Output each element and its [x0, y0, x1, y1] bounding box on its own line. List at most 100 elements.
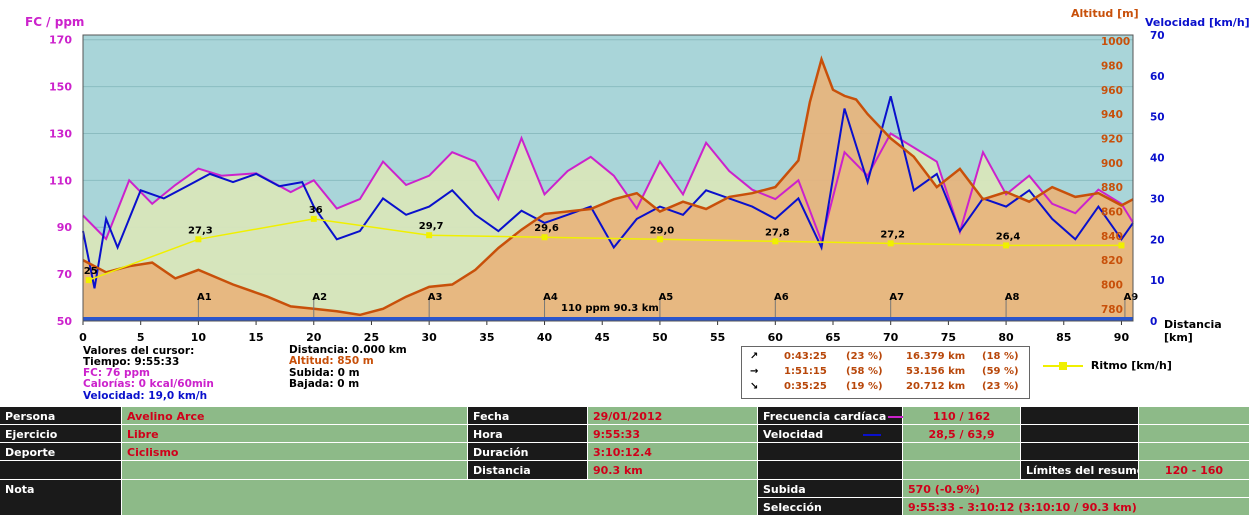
slope-row-down: ↘ 0:35:25 (19 %) 20.712 km (23 %) — [742, 379, 1029, 394]
ritmo-label: 29,0 — [650, 225, 675, 236]
hr-tick-label: 70 — [57, 268, 73, 281]
slope-dist-pct: (59 %) — [982, 366, 1019, 377]
fecha-key: Fecha — [468, 407, 588, 425]
ritmo-label: 27,2 — [880, 229, 905, 240]
arrow-down-icon: ↘ — [750, 381, 759, 392]
arrow-right-icon: → — [750, 366, 759, 377]
x-tick-label: 45 — [595, 331, 610, 344]
hr-tick-label: 110 — [49, 174, 72, 187]
altitude-area — [83, 59, 1133, 322]
ritmo-label: 29,7 — [419, 221, 444, 232]
lap-label: A1 — [197, 292, 212, 303]
fc-key-label: Frecuencia cardíaca — [763, 410, 887, 423]
arrow-up-icon: ↗ — [750, 351, 759, 362]
slope-time-pct: (19 %) — [846, 381, 883, 392]
slope-row-up: ↗ 0:43:25 (23 %) 16.379 km (18 %) — [742, 349, 1029, 364]
subida-key: Subida — [758, 480, 903, 498]
cursor-tiempo: Tiempo: 9:55:33 — [83, 356, 180, 368]
speed-tick-label: 60 — [1150, 71, 1165, 83]
lap-label: A7 — [889, 292, 904, 303]
hr-tick-label: 170 — [49, 34, 72, 47]
cursor-subida: Subida: 0 m — [289, 367, 360, 379]
ejercicio-key: Ejercicio — [0, 425, 122, 443]
ritmo-point — [195, 236, 202, 243]
deporte-key: Deporte — [0, 443, 122, 461]
x-tick-label: 15 — [248, 331, 263, 344]
cursor-bajada: Bajada: 0 m — [289, 378, 360, 390]
speed-tick-label: 10 — [1150, 275, 1165, 287]
empty-value — [122, 461, 468, 480]
col3-empty-value-1 — [903, 443, 1021, 461]
col4-value-3 — [1139, 443, 1250, 461]
speed-tick-label: 50 — [1150, 112, 1165, 124]
speed-tick-label: 20 — [1150, 234, 1165, 246]
ritmo-point — [887, 240, 894, 247]
ritmo-point — [1003, 242, 1010, 249]
lap-label: A4 — [543, 292, 558, 303]
x-tick-label: 30 — [421, 331, 437, 344]
ritmo-point — [426, 232, 433, 239]
ritmo-point — [541, 234, 548, 241]
fc-key: Frecuencia cardíaca — [758, 407, 907, 425]
vel-key: Velocidad — [758, 425, 903, 443]
duracion-key: Duración — [468, 443, 588, 461]
vel-value: 28,5 / 63,9 — [903, 425, 1021, 443]
ritmo-label: 26,4 — [996, 231, 1021, 242]
lap-markers: A1 A2 A3 A4 A5 A6 A7 A8 A9 — [197, 292, 1138, 317]
speed-tick-label: 40 — [1150, 153, 1165, 165]
altitude-tick-label: 920 — [1101, 133, 1123, 145]
slope-time: 0:43:25 — [784, 351, 827, 362]
x-tick-label: 70 — [883, 331, 899, 344]
distancia-value: 90.3 km — [588, 461, 758, 480]
ritmo-point — [772, 238, 779, 245]
distancia-key: Distancia — [468, 461, 588, 480]
cursor-fc: FC: 76 ppm — [83, 367, 150, 379]
summary-table: Persona Avelino Arce Ejercicio Libre Dep… — [0, 407, 1250, 516]
col4-key-2 — [1021, 425, 1139, 443]
altitude-axis-title: Altitud [m] — [1071, 7, 1139, 20]
speed-tick-label: 70 — [1150, 30, 1165, 42]
vel-line-icon — [863, 434, 882, 436]
seleccion-key: Selección — [758, 498, 903, 516]
speed-tick-label: 30 — [1150, 193, 1165, 205]
base-band — [83, 317, 1133, 321]
duracion-value: 3:10:12.4 — [588, 443, 758, 461]
cursor-calorias: Calorías: 0 kcal/60min — [83, 378, 214, 390]
fills — [83, 59, 1133, 322]
slope-dist-pct: (23 %) — [982, 381, 1019, 392]
left-axis-title: FC / ppm — [25, 15, 85, 29]
x-tick-label: 75 — [941, 331, 956, 344]
ritmo-point — [656, 236, 663, 243]
x-tick-label: 90 — [1114, 331, 1130, 344]
speed-axis-title: Velocidad [km/h] — [1145, 16, 1250, 29]
hora-value: 9:55:33 — [588, 425, 758, 443]
slope-dist: 53.156 km — [906, 366, 966, 377]
col3-empty-key-2 — [758, 461, 903, 480]
x-tick-label: 5 — [137, 331, 145, 344]
ritmo-label: 36 — [309, 205, 323, 216]
vel-key-label: Velocidad — [763, 428, 824, 441]
fc-line-icon — [888, 416, 907, 418]
slope-time: 1:51:15 — [784, 366, 827, 377]
legend-label: Ritmo [km/h] — [1090, 359, 1172, 372]
speed-line — [82, 96, 1134, 289]
x-tick-label: 40 — [537, 331, 553, 344]
x-tick-label: 80 — [998, 331, 1014, 344]
altitude-tick-label: 880 — [1101, 182, 1123, 194]
col4-value-1 — [1139, 407, 1250, 425]
altitude-tick-label: 840 — [1101, 231, 1123, 243]
slope-dist: 20.712 km — [906, 381, 966, 392]
lap-label: A6 — [774, 292, 789, 303]
altitude-tick-label: 940 — [1101, 109, 1123, 121]
altitude-line — [82, 55, 1134, 317]
ritmo-label: 29,6 — [534, 223, 559, 234]
lines: 25 27,3 36 29,7 29,6 29,0 27,8 27,2 26,4 — [82, 55, 1134, 317]
altitude-tick-label: 780 — [1101, 304, 1123, 316]
hr-tick-label: 90 — [57, 221, 73, 234]
x-tick-label: 60 — [768, 331, 784, 344]
slope-summary: ↗ 0:43:25 (23 %) 16.379 km (18 %) → 1:51… — [741, 346, 1030, 399]
persona-key: Persona — [0, 407, 122, 425]
lap-label: A9 — [1124, 292, 1139, 303]
ejercicio-value: Libre — [122, 425, 468, 443]
